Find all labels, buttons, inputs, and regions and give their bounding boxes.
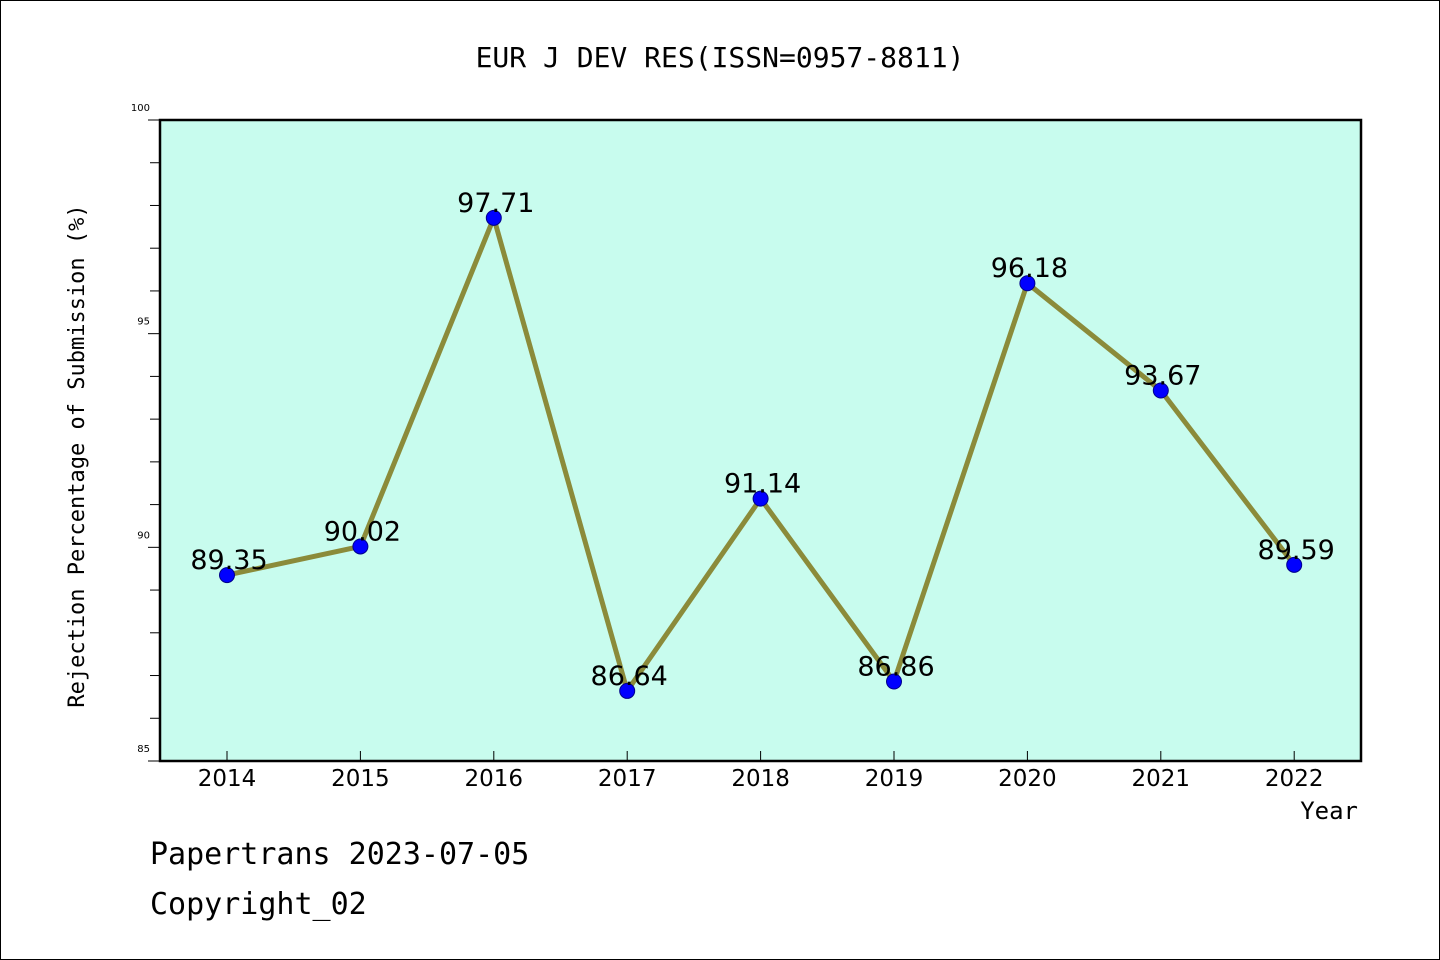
data-point[interactable]: [219, 567, 235, 584]
x-axis-label: Year: [1300, 797, 1358, 825]
y-tick-label: 95: [137, 317, 150, 328]
x-axis: 2014 2015 2016 2017 2018 2019 2020 2021 2022: [198, 751, 1324, 792]
y-axis: 85 90 95 100: [131, 103, 160, 762]
footer-copyright: Copyright_02: [150, 887, 367, 922]
data-label: 89.35: [190, 545, 267, 576]
x-tick-label: 2014: [198, 766, 257, 792]
data-label: 86.86: [857, 652, 934, 683]
data-point[interactable]: [1019, 275, 1036, 292]
x-tick-label: 2017: [598, 766, 657, 792]
x-tick-label: 2019: [865, 766, 924, 792]
y-axis-label: Rejection Percentage of Submission (%): [65, 204, 90, 707]
x-tick-label: 2016: [465, 766, 524, 792]
data-label: 90.02: [324, 516, 401, 547]
data-point[interactable]: [1286, 556, 1303, 573]
data-label: 93.67: [1124, 361, 1201, 392]
y-tick-label: 100: [131, 103, 150, 114]
data-point[interactable]: [485, 209, 502, 226]
data-point[interactable]: [752, 490, 769, 507]
data-label: 97.71: [457, 188, 534, 219]
plot-area: [158, 118, 1363, 763]
data-label: 86.64: [591, 661, 668, 692]
data-label: 89.59: [1258, 535, 1335, 566]
data-point[interactable]: [886, 673, 902, 690]
data-point[interactable]: [1152, 382, 1169, 399]
footer-papertrans: Papertrans 2023-07-05: [150, 837, 529, 872]
data-label: 96.18: [991, 253, 1068, 284]
series-rejection-percentage: [219, 209, 1303, 699]
x-tick-label: 2018: [731, 766, 790, 792]
y-tick-label: 90: [137, 530, 150, 541]
chart-title: EUR J DEV RES(ISSN=0957-8811): [476, 41, 965, 74]
x-tick-label: 2015: [331, 766, 390, 792]
data-label: 91.14: [724, 469, 801, 500]
y-tick-label: 85: [137, 744, 150, 755]
data-point[interactable]: [352, 538, 369, 555]
x-tick-label: 2020: [998, 766, 1057, 792]
x-tick-label: 2022: [1265, 766, 1324, 792]
data-point[interactable]: [619, 682, 636, 699]
x-tick-label: 2021: [1132, 766, 1191, 792]
data-labels: 89.35 90.02 97.71 86.64 91.14 86.86 96.18 93.67…: [190, 188, 1334, 692]
